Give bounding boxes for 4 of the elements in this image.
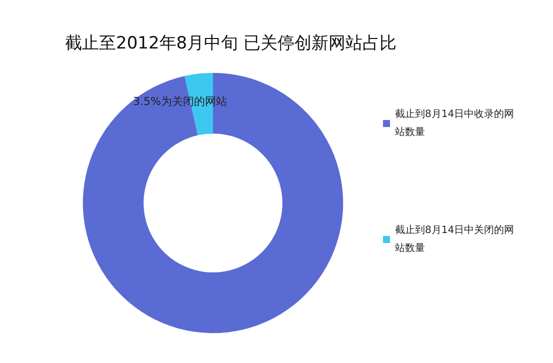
legend-label: 截止到8月14日中收录的网站数量 <box>395 108 514 138</box>
chart-title: 截止至2012年8月中旬 已关停创新网站占比 <box>65 34 396 54</box>
legend-label: 截止到8月14日中关闭的网站数量 <box>395 224 514 254</box>
text: 3.5%为关闭的网站 <box>133 95 227 108</box>
